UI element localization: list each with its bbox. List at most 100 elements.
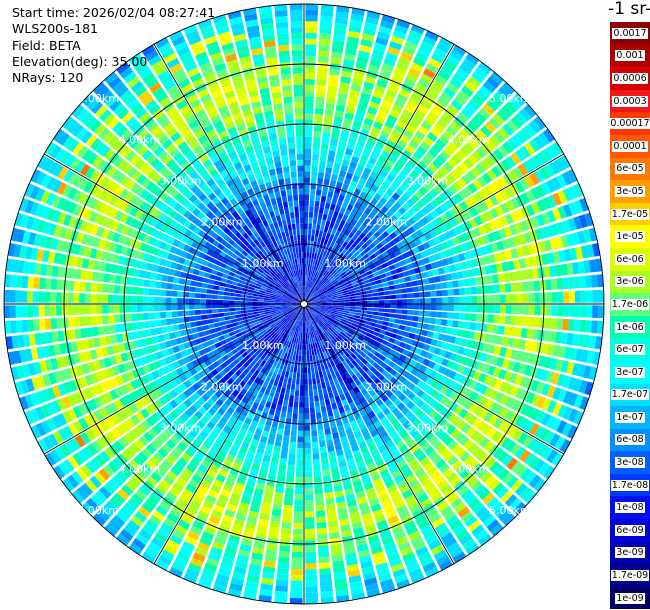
beta-gate-cell [235, 293, 242, 298]
beta-gate-cell [327, 514, 338, 522]
beta-gate-cell [416, 210, 425, 219]
beta-gate-cell [455, 354, 463, 364]
beta-gate-cell [498, 228, 507, 239]
beta-gate-cell [582, 365, 592, 379]
beta-gate-cell [452, 280, 459, 288]
beta-gate-cell [372, 362, 380, 370]
beta-gate-cell [325, 293, 332, 297]
beta-gate-cell [546, 305, 553, 316]
beta-gate-cell [305, 551, 317, 558]
beta-gate-cell [463, 186, 473, 197]
beta-gate-cell [320, 237, 326, 244]
beta-gate-cell [352, 174, 360, 183]
beta-gate-cell [392, 178, 402, 187]
beta-gate-cell [367, 397, 375, 406]
beta-gate-cell [316, 279, 321, 286]
beta-gate-cell [309, 355, 313, 362]
beta-gate-cell [277, 398, 284, 406]
beta-gate-cell [518, 363, 527, 375]
beta-gate-cell [327, 191, 334, 198]
beta-gate-cell [541, 446, 554, 460]
beta-gate-cell [312, 458, 321, 466]
beta-gate-cell [90, 293, 97, 304]
beta-gate-cell [402, 229, 411, 238]
beta-gate-cell [304, 378, 308, 385]
beta-gate-cell [325, 433, 333, 441]
beta-gate-cell [409, 428, 420, 438]
beta-gate-cell [441, 358, 450, 367]
beta-gate-cell [79, 281, 86, 292]
beta-gate-cell [305, 61, 316, 68]
beta-gate-cell [366, 314, 373, 319]
beta-gate-cell [315, 305, 322, 308]
beta-gate-cell [351, 374, 358, 382]
beta-gate-cell [335, 327, 342, 333]
beta-gate-cell [325, 167, 333, 175]
beta-gate-cell [288, 400, 294, 408]
beta-gate-cell [340, 271, 346, 277]
beta-gate-cell [347, 245, 354, 253]
beta-gate-cell [333, 282, 339, 287]
beta-gate-cell [370, 267, 378, 274]
beta-gate-cell [347, 272, 354, 278]
beta-gate-cell [196, 326, 204, 332]
beta-gate-cell [319, 579, 333, 587]
beta-gate-cell [137, 321, 145, 330]
beta-gate-cell [440, 484, 452, 495]
beta-gate-cell [362, 148, 372, 157]
beta-gate-cell [229, 307, 236, 312]
beta-gate-cell [160, 311, 167, 319]
beta-gate-cell [319, 275, 325, 281]
beta-gate-cell [385, 139, 396, 149]
beta-gate-cell [310, 289, 315, 295]
beta-gate-cell [440, 113, 452, 124]
beta-gate-cell [349, 255, 356, 262]
beta-gate-cell [33, 319, 40, 332]
beta-gate-cell [422, 323, 430, 330]
beta-gate-cell [471, 524, 485, 537]
beta-gate-cell [333, 223, 339, 231]
beta-gate-cell [296, 453, 304, 460]
beta-gate-cell [424, 30, 439, 42]
beta-gate-cell [549, 357, 558, 370]
beta-gate-cell [113, 314, 121, 323]
beta-gate-cell [360, 388, 369, 396]
beta-gate-cell [597, 305, 604, 319]
beta-gate-cell [200, 299, 207, 304]
beta-gate-cell [389, 313, 396, 319]
beta-gate-cell [327, 80, 339, 88]
beta-gate-cell [516, 282, 523, 292]
beta-gate-cell [471, 94, 485, 106]
beta-gate-cell [319, 327, 325, 333]
beta-gate-cell [537, 329, 545, 341]
beta-gate-cell [346, 204, 354, 212]
beta-gate-cell [444, 378, 453, 387]
beta-gate-cell [519, 417, 530, 430]
beta-gate-cell [305, 332, 308, 339]
beta-gate-cell [503, 326, 511, 336]
beta-gate-cell [372, 296, 379, 301]
beta-gate-cell [440, 64, 454, 76]
beta-gate-cell [347, 167, 356, 175]
beta-gate-cell [346, 283, 353, 288]
beta-gate-cell [313, 212, 319, 219]
beta-gate-cell [350, 13, 364, 22]
beta-gate-cell [337, 309, 344, 313]
beta-gate-cell [299, 344, 302, 351]
beta-gate-cell [131, 277, 139, 286]
beta-gate-cell [387, 196, 397, 205]
beta-gate-cell [509, 372, 518, 384]
beta-gate-cell [556, 278, 564, 290]
beta-gate-cell [316, 287, 322, 293]
beta-gate-cell [513, 501, 526, 516]
beta-gate-cell [285, 388, 291, 396]
beta-gate-cell [544, 430, 556, 445]
beta-gate-cell [312, 223, 317, 230]
beta-gate-cell [391, 104, 403, 114]
beta-gate-cell [366, 289, 373, 294]
beta-gate-cell [391, 356, 399, 364]
beta-gate-cell [421, 477, 433, 488]
beta-gate-cell [580, 305, 587, 318]
beta-gate-cell [344, 299, 351, 302]
